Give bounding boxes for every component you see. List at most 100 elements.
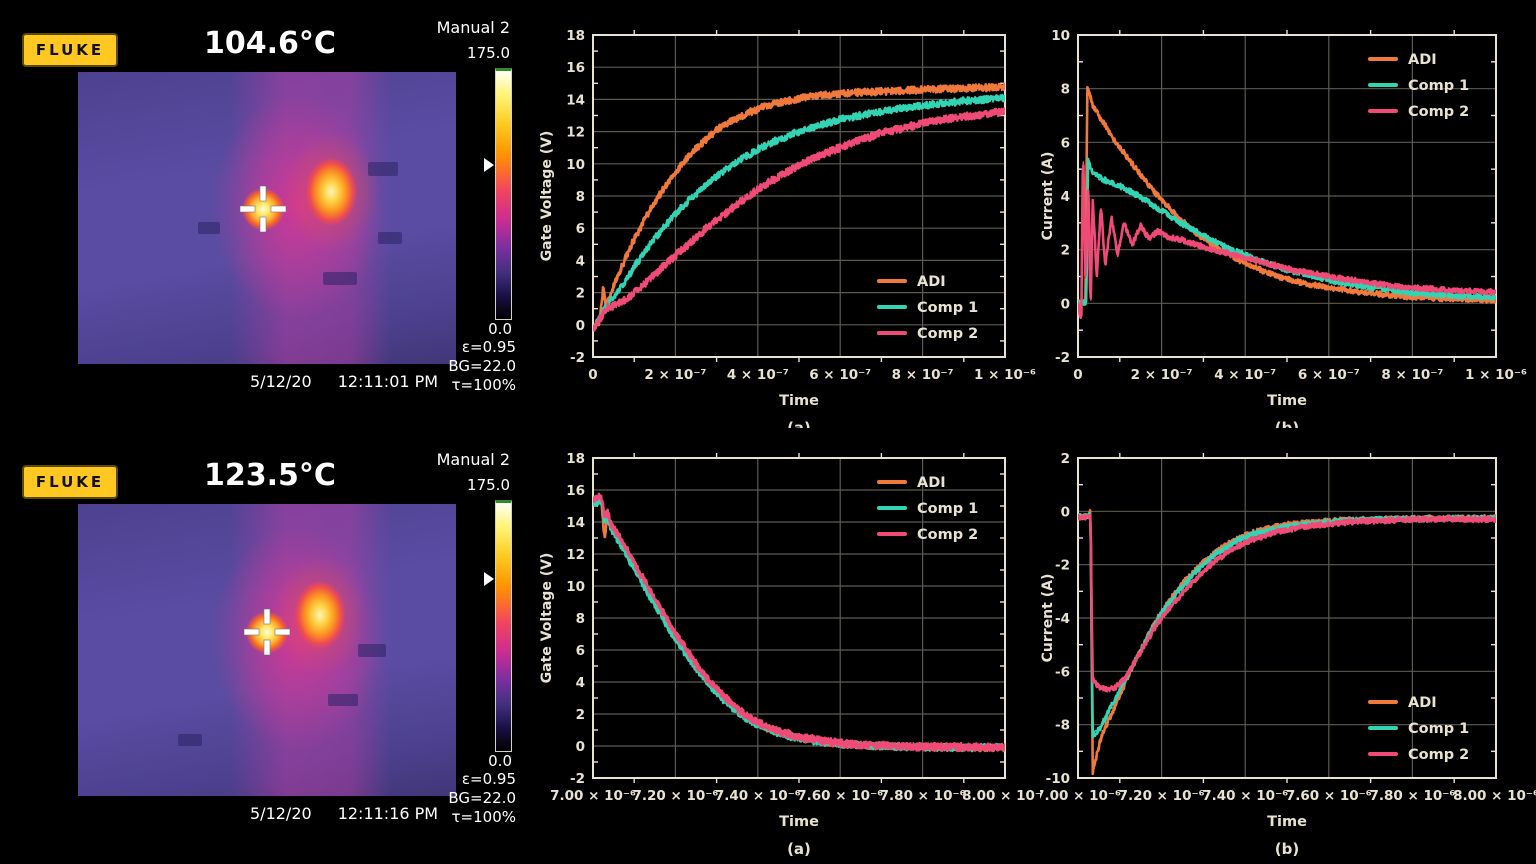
svg-text:6: 6	[576, 643, 585, 659]
svg-text:6 × 10⁻⁷: 6 × 10⁻⁷	[809, 367, 871, 383]
center-temperature-readout: 123.5°C	[204, 458, 336, 493]
series-ADI	[1078, 90, 1496, 306]
svg-text:0: 0	[1061, 504, 1070, 520]
legend-label-Comp 2: Comp 2	[1408, 747, 1469, 763]
svg-text:8.00 × 10⁻⁶: 8.00 × 10⁻⁶	[1453, 788, 1536, 804]
legend-label-Comp 2: Comp 2	[917, 326, 978, 342]
svg-text:7.20 × 10⁻⁶: 7.20 × 10⁻⁶	[632, 788, 718, 804]
center-temperature-readout: 104.6°C	[204, 26, 336, 61]
series-Comp 2	[593, 494, 1005, 752]
series-Comp 1	[1078, 159, 1496, 306]
svg-text:7.40 × 10⁻⁶: 7.40 × 10⁻⁶	[715, 788, 801, 804]
series-Comp 1	[1078, 157, 1496, 308]
capture-datetime: 5/12/20 12:11:16 PM	[250, 804, 438, 823]
svg-text:(b): (b)	[1275, 840, 1299, 858]
svg-text:0: 0	[576, 739, 585, 755]
series-Comp 2	[593, 107, 1005, 332]
legend-label-Comp 2: Comp 2	[1408, 104, 1469, 120]
svg-text:Current (A): Current (A)	[1040, 574, 1056, 663]
svg-text:8: 8	[1061, 82, 1070, 98]
svg-text:18: 18	[566, 451, 585, 467]
legend-label-ADI: ADI	[1408, 52, 1437, 68]
svg-text:14: 14	[566, 92, 585, 108]
crosshair-icon	[244, 609, 290, 655]
chart-current-turn-off: -10 -8 -6 -4 -2 0 2 7.00 × 10⁻⁶ 7.20 × 10⁻⁶ 7.40 …	[1040, 428, 1536, 864]
plot-border	[592, 34, 1006, 358]
legend-label-Comp 2: Comp 2	[917, 527, 978, 543]
legend-label-ADI: ADI	[917, 475, 946, 491]
svg-text:2 × 10⁻⁷: 2 × 10⁻⁷	[1131, 367, 1193, 383]
svg-text:10: 10	[566, 579, 585, 595]
svg-text:-6: -6	[1055, 664, 1070, 680]
legend: ADI Comp 1 Comp 2	[1368, 52, 1469, 120]
svg-text:-8: -8	[1055, 718, 1070, 734]
svg-text:12: 12	[566, 547, 585, 563]
capture-time: 12:11:01 PM	[337, 372, 439, 391]
svg-text:Gate Voltage (V): Gate Voltage (V)	[539, 131, 555, 262]
thermal-dark-region	[178, 734, 202, 746]
capture-datetime: 5/12/20 12:11:01 PM	[250, 372, 438, 391]
svg-text:4: 4	[576, 253, 585, 269]
svg-text:2 × 10⁻⁷: 2 × 10⁻⁷	[644, 367, 706, 383]
thermal-dark-region	[378, 232, 402, 244]
plot-border	[592, 457, 1006, 779]
series-Comp 2	[1078, 161, 1496, 317]
svg-text:Time: Time	[779, 814, 819, 830]
scale-max-label: 175.0	[467, 476, 510, 494]
thermal-dark-region	[368, 162, 398, 176]
emissivity-value: ε=0.95	[461, 770, 516, 788]
svg-text:4: 4	[576, 675, 585, 691]
series-group	[593, 492, 1005, 753]
background-temp-value: BG=22.0	[448, 789, 516, 807]
legend-label-ADI: ADI	[917, 274, 946, 290]
thermal-panel-2: FLUKE 123.5°C Manual 2 175.0 0.0 ε=0.95 …	[0, 432, 530, 864]
capture-date: 5/12/20	[250, 372, 312, 391]
thermal-image	[78, 504, 456, 796]
chart-current-turn-on: -2 0 2 4 6 8 10 0 2 × 10⁻⁷ 4 × 10⁻⁷ 6 × 10⁻⁷ 8 × 10…	[1040, 0, 1536, 428]
svg-text:4: 4	[1061, 189, 1070, 205]
chart-gate-voltage-turn-on: -2 0 2 4 6 8 10 12 14 16 18 0 2 × 10⁻⁷ 4 × 10⁻⁷ 6 × 10…	[535, 0, 1040, 428]
legend-label-Comp 1: Comp 1	[1408, 78, 1469, 94]
svg-text:1 × 10⁻⁶: 1 × 10⁻⁶	[974, 367, 1036, 383]
scale-min-label: 0.0	[488, 320, 512, 338]
capture-time: 12:11:16 PM	[337, 804, 439, 823]
svg-text:7.40 × 10⁻⁶: 7.40 × 10⁻⁶	[1202, 788, 1288, 804]
svg-text:0: 0	[1061, 296, 1070, 312]
temperature-colorbar	[495, 68, 512, 320]
svg-text:4 × 10⁻⁷: 4 × 10⁻⁷	[727, 367, 789, 383]
svg-text:6: 6	[576, 221, 585, 237]
legend: ADI Comp 1 Comp 2	[1368, 695, 1469, 763]
series-Comp 2	[1078, 514, 1496, 693]
series-group	[593, 82, 1005, 332]
svg-text:Gate Voltage (V): Gate Voltage (V)	[539, 553, 555, 684]
svg-text:Time: Time	[779, 393, 819, 409]
transmission-value: τ=100%	[451, 808, 516, 826]
svg-text:Current (A): Current (A)	[1040, 152, 1056, 241]
range-mode-label: Manual 2	[436, 450, 510, 469]
svg-text:(a): (a)	[787, 419, 811, 428]
svg-text:10: 10	[1051, 28, 1070, 44]
svg-text:(a): (a)	[787, 840, 811, 858]
svg-text:14: 14	[566, 515, 585, 531]
thermal-dark-region	[358, 644, 386, 657]
svg-text:16: 16	[566, 483, 585, 499]
legend-label-Comp 1: Comp 1	[1408, 721, 1469, 737]
thermal-dark-region	[323, 272, 357, 285]
crosshair-icon	[240, 186, 286, 232]
legend-label-Comp 1: Comp 1	[917, 300, 978, 316]
thermal-image	[78, 72, 456, 364]
svg-text:8.00 × 10⁻⁶: 8.00 × 10⁻⁶	[962, 788, 1040, 804]
svg-text:7.60 × 10⁻⁶: 7.60 × 10⁻⁶	[797, 788, 883, 804]
svg-text:1 × 10⁻⁶: 1 × 10⁻⁶	[1465, 367, 1527, 383]
colorbar-level-arrow	[484, 158, 494, 172]
fluke-logo: FLUKE	[22, 33, 118, 67]
series-Comp 2	[1078, 513, 1496, 693]
thermal-dark-region	[198, 222, 220, 234]
series-Comp 1	[593, 94, 1005, 331]
svg-text:7.60 × 10⁻⁶: 7.60 × 10⁻⁶	[1286, 788, 1372, 804]
svg-text:Time: Time	[1267, 393, 1307, 409]
svg-text:-2: -2	[1055, 350, 1070, 366]
svg-text:12: 12	[566, 125, 585, 141]
